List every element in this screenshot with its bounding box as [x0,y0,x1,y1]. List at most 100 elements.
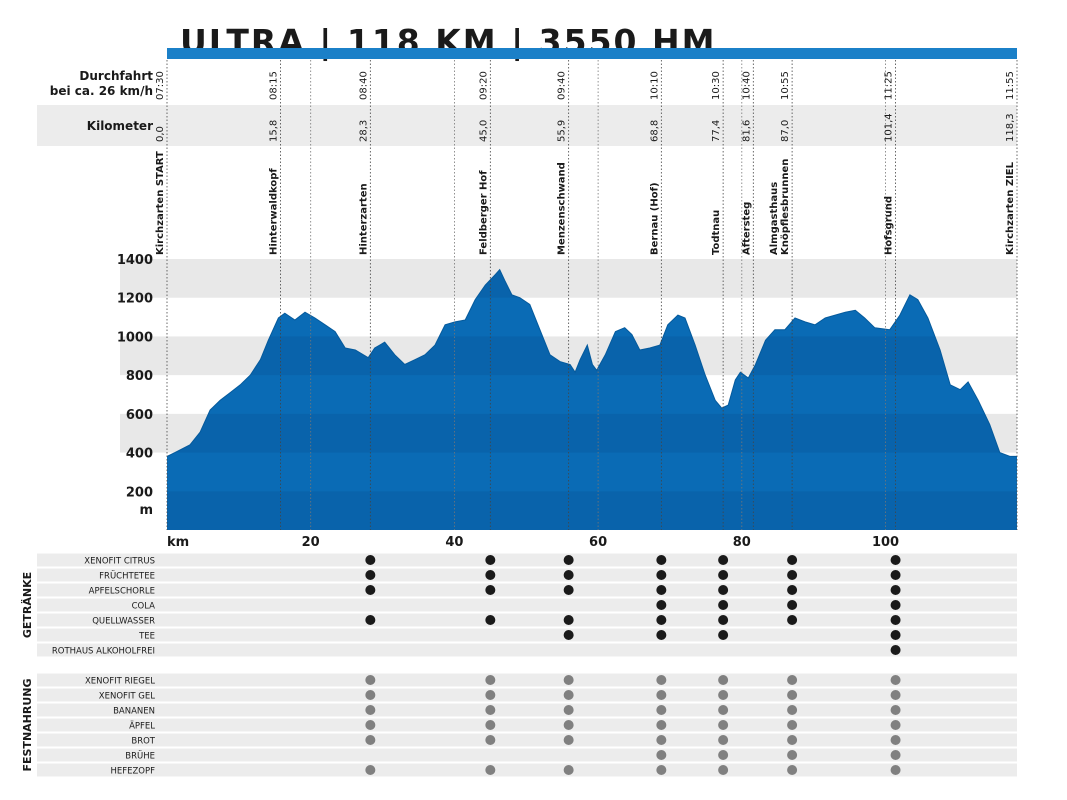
supply-dot [485,570,496,580]
supply-dot [718,735,729,745]
supply-item: XENOFIT GEL [99,692,155,702]
elevation-line [166,268,1017,457]
supply-dot [485,585,496,595]
supply-dot [656,690,667,700]
pass-label: Durchfahrt [79,69,153,83]
supply-row [37,628,1017,642]
station-km: 55,9 [557,120,568,142]
supply-dot [656,765,667,775]
supply-dot [365,720,376,730]
station-km: 28,3 [358,120,369,142]
station-km: 0,0 [155,126,166,142]
station-km: 15,8 [269,120,280,142]
x-tick-label: 20 [302,535,320,550]
station-time: 10:40 [741,71,752,100]
station-name: Todtnau [711,210,722,255]
supply-dot [563,555,574,565]
supply-item: BROT [131,737,155,747]
y-tick-label: 600 [126,408,153,423]
supply-row [37,583,1017,597]
supply-row [37,568,1017,582]
supply-dot [787,735,798,745]
supply-dot [890,555,901,565]
station-name: Knöpflesbrunnen [780,159,791,255]
supply-dot [718,720,729,730]
supply-dot [787,720,798,730]
station-km: 101,4 [884,113,895,142]
supply-row [37,643,1017,657]
supply-item: BANANEN [113,707,155,717]
supply-dot [787,690,798,700]
supply-dot [718,750,729,760]
supply-dot [656,570,667,580]
supply-dot [563,765,574,775]
supply-dot [365,570,376,580]
supply-dot [485,555,496,565]
supply-dot [365,675,376,685]
station-time: 10:30 [711,71,722,100]
supply-dot [787,585,798,595]
supply-dot [718,705,729,715]
station-time: 10:55 [780,71,791,100]
supply-row [37,763,1017,777]
supply-dot [787,750,798,760]
station-time: 11:55 [1005,71,1016,100]
station-time: 11:25 [884,71,895,100]
supply-dot [787,705,798,715]
supply-dot [718,675,729,685]
supply-dot [365,735,376,745]
supply-item: FRÜCHTETEE [99,571,155,582]
supply-dot [718,600,729,610]
station-name: Hinterzarten [358,183,369,255]
supply-item: COLA [132,602,156,612]
km-label: Kilometer [87,119,153,133]
x-tick-label: 40 [445,535,463,550]
supply-row [37,748,1017,762]
supply-dot [365,585,376,595]
supply-dot [656,705,667,715]
supply-dot [890,735,901,745]
station-name: Feldberger Hof [478,170,489,255]
supply-item: ÄPFEL [129,721,155,732]
station-name: Hofsgrund [884,196,895,255]
supply-dot [787,615,798,625]
supply-dot [718,585,729,595]
supply-dot [365,615,376,625]
supply-dot [563,705,574,715]
supply-dot [787,555,798,565]
supply-item: HEFEZOPF [110,767,155,777]
x-tick-label: 100 [872,535,899,550]
supply-dot [787,765,798,775]
supply-dot [365,705,376,715]
supply-dot [485,675,496,685]
supply-item: QUELLWASSER [92,617,155,627]
supply-dot [485,720,496,730]
supply-item: ROTHAUS ALKOHOLFREI [52,647,155,657]
x-tick-label: 60 [589,535,607,550]
supply-item: BRÜHE [125,751,155,762]
supply-dot [365,765,376,775]
supply-dot [890,720,901,730]
supply-dot [563,735,574,745]
supply-dot [656,630,667,640]
supply-dot [563,615,574,625]
station-name: Kirchzarten START [155,151,166,255]
profile-stripe [167,491,1017,530]
station-name: Kirchzarten ZIEL [1005,161,1016,255]
supply-dot [718,555,729,565]
x-label: km [167,535,189,550]
station-km: 118,3 [1005,113,1016,142]
supply-dot [563,720,574,730]
y-tick-label: 400 [126,447,153,462]
y-unit: m [139,503,153,518]
supply-dot [365,690,376,700]
supply-dot [485,765,496,775]
supply-row [37,613,1017,627]
station-km: 81,6 [741,120,752,142]
supply-dot [890,600,901,610]
y-tick-label: 1400 [117,253,153,268]
elevation-area [167,269,1017,530]
supply-dot [787,675,798,685]
supply-row [37,553,1017,567]
